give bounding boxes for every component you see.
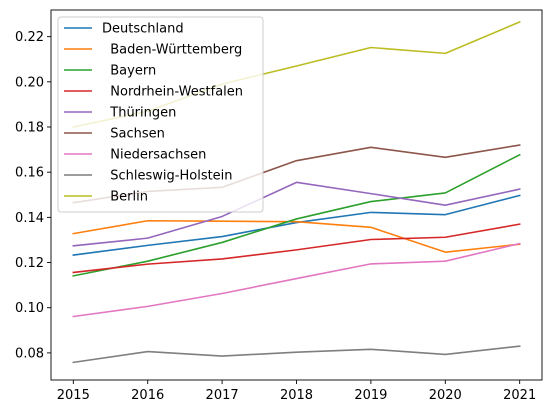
legend-label-8: Berlin [102, 190, 148, 205]
series-line-7 [72, 345, 521, 364]
legend: Deutschland Baden-Württemberg Bayern Nor… [57, 16, 264, 213]
y-tick-label: 0.10 [15, 301, 44, 316]
y-tick-label: 0.12 [15, 256, 44, 271]
legend-label-5: Sachsen [102, 127, 165, 142]
series-line-3 [72, 223, 521, 274]
x-tick-label: 2018 [280, 388, 313, 403]
x-axis-ticks: 2015 2016 2017 2018 2019 2020 2021 [57, 380, 536, 403]
series-line-4 [72, 181, 521, 247]
legend-label-1: Baden-Württemberg [102, 43, 242, 58]
legend-label-4: Thüringen [102, 106, 176, 121]
x-tick-label: 2021 [503, 388, 536, 403]
y-axis-ticks: 0.08 0.10 0.12 0.14 0.16 0.18 0.20 0.22 [15, 30, 51, 361]
y-tick-label: 0.20 [15, 75, 44, 90]
series-line-6 [72, 242, 521, 318]
legend-box [57, 16, 264, 213]
legend-label-3: Nordrhein-Westfalen [102, 85, 243, 100]
legend-label-7: Schleswig-Holstein [102, 169, 233, 184]
x-tick-label: 2017 [206, 388, 239, 403]
x-tick-label: 2016 [131, 388, 164, 403]
y-tick-label: 0.22 [15, 30, 44, 45]
x-tick-label: 2015 [57, 388, 90, 403]
y-tick-label: 0.14 [15, 211, 44, 226]
series-line-2 [72, 153, 521, 277]
y-tick-label: 0.16 [15, 166, 44, 181]
y-tick-label: 0.18 [15, 121, 44, 136]
legend-label-6: Niedersachsen [102, 148, 206, 163]
series-line-1 [72, 219, 521, 253]
legend-label-0: Deutschland [102, 22, 184, 37]
series-line-0 [72, 194, 521, 256]
x-tick-label: 2019 [354, 388, 387, 403]
x-tick-label: 2020 [429, 388, 462, 403]
legend-label-2: Bayern [102, 64, 156, 79]
y-tick-label: 0.08 [15, 346, 44, 361]
